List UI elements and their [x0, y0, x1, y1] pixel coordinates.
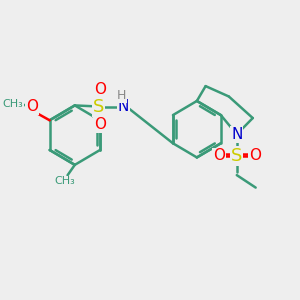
Text: O: O — [94, 82, 106, 97]
Text: N: N — [118, 99, 129, 114]
Text: H: H — [117, 89, 127, 102]
Text: CH₃: CH₃ — [54, 176, 75, 186]
Text: S: S — [231, 147, 242, 165]
Text: O: O — [26, 99, 38, 114]
Text: O: O — [94, 117, 106, 132]
Text: O: O — [213, 148, 225, 163]
Text: S: S — [93, 98, 104, 116]
Text: CH₃: CH₃ — [2, 99, 23, 109]
Text: N: N — [231, 127, 242, 142]
Text: O: O — [249, 148, 261, 163]
